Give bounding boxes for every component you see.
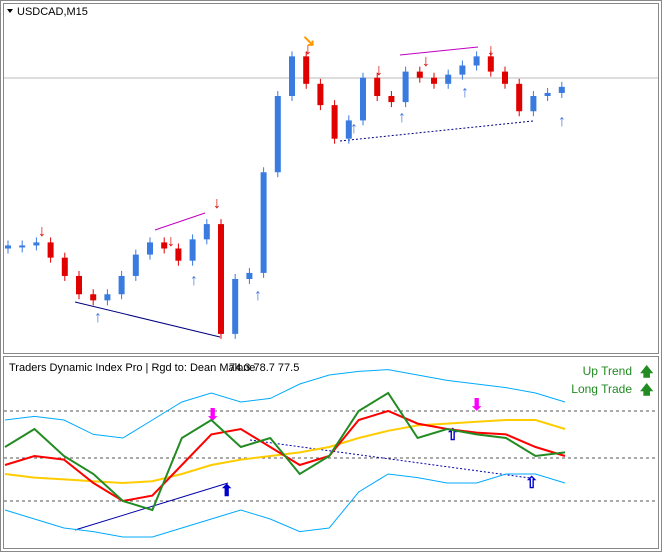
candle [189, 239, 196, 261]
candle [530, 96, 537, 112]
candle [416, 71, 423, 78]
candle [360, 77, 366, 121]
candle [47, 242, 54, 258]
candle [345, 120, 352, 139]
candle [104, 294, 111, 301]
divergence-line [74, 301, 221, 338]
signal-icon: 🡅 [640, 364, 654, 379]
candle [431, 77, 437, 84]
candle [516, 83, 523, 112]
candle [33, 242, 40, 246]
candle [445, 74, 452, 84]
svg-text:↓: ↓ [304, 41, 312, 58]
svg-text:↑: ↑ [254, 287, 262, 304]
signal-label: Long Trade [571, 382, 632, 396]
candle [502, 71, 508, 84]
divergence-line [74, 482, 229, 531]
svg-text:↑: ↑ [398, 109, 406, 126]
candle [473, 56, 480, 66]
svg-text:↓: ↓ [38, 223, 46, 240]
candle [218, 224, 224, 334]
candle [147, 242, 153, 255]
candle [118, 275, 125, 295]
candle [90, 294, 97, 301]
candle [132, 254, 139, 276]
candle [544, 92, 551, 96]
svg-text:⬇: ⬇ [470, 397, 483, 414]
svg-text:↓: ↓ [375, 62, 383, 79]
divergence-line [154, 212, 206, 231]
candle [61, 257, 68, 276]
svg-text:↑: ↑ [558, 113, 566, 130]
candle [331, 105, 338, 139]
dropdown-icon[interactable] [7, 9, 13, 13]
candle [203, 224, 210, 240]
candle [260, 172, 267, 273]
indicator-panel [3, 356, 659, 549]
candle [232, 279, 239, 334]
svg-text:↑: ↑ [190, 272, 198, 289]
candle [175, 248, 182, 261]
indicator-readout: 74.3 78.7 77.5 [229, 362, 299, 374]
signal-icon: 🡅 [640, 382, 654, 397]
candle [19, 245, 26, 248]
candle [558, 86, 565, 93]
price-panel [3, 3, 659, 354]
svg-text:↑: ↑ [461, 84, 469, 101]
svg-text:⬇: ⬇ [206, 407, 219, 424]
candle [246, 272, 253, 279]
candle [388, 96, 395, 103]
candle [303, 56, 310, 84]
svg-text:↓: ↓ [487, 42, 495, 59]
svg-text:↘: ↘ [302, 33, 315, 50]
divergence-line [339, 120, 534, 142]
symbol-label: USDCAD,M15 [17, 6, 88, 18]
signal-label: Up Trend [583, 364, 632, 378]
candle [487, 56, 494, 72]
svg-text:↑: ↑ [94, 309, 102, 326]
candle [76, 275, 82, 295]
divergence-line [399, 46, 479, 56]
indicator-line [4, 473, 566, 538]
candle [402, 71, 409, 103]
candle [317, 83, 324, 106]
candle [161, 242, 168, 249]
divergence-line [249, 439, 531, 479]
candle [5, 245, 11, 249]
candle [274, 96, 281, 173]
candle [374, 77, 381, 96]
indicator-line [4, 391, 566, 512]
svg-text:↑: ↑ [350, 120, 358, 137]
candle [459, 65, 466, 75]
indicator-title: Traders Dynamic Index Pro | Rgd to: Dean… [9, 362, 255, 374]
svg-text:↓: ↓ [422, 53, 430, 70]
svg-text:↓: ↓ [167, 233, 175, 250]
svg-text:⬆: ⬆ [220, 483, 233, 500]
svg-text:↓: ↓ [213, 195, 221, 212]
indicator-line [4, 369, 566, 439]
indicator-line [4, 419, 566, 485]
candle [289, 56, 295, 96]
svg-text:⇧: ⇧ [525, 475, 538, 492]
